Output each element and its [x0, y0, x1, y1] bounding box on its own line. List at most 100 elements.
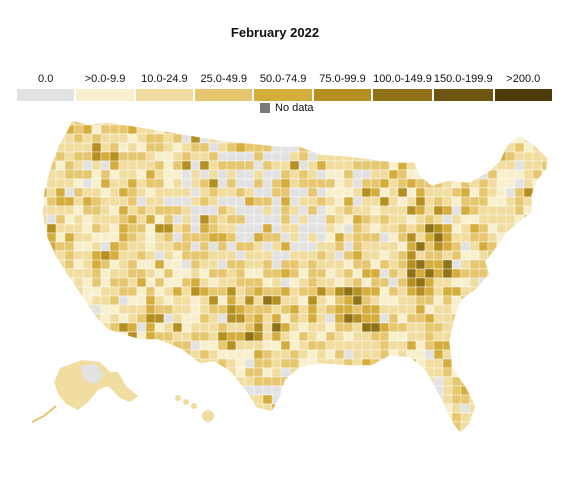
county: [523, 304, 534, 315]
county: [271, 313, 282, 324]
county: [496, 430, 507, 434]
county: [172, 120, 183, 126]
county: [424, 124, 435, 135]
county: [64, 214, 75, 225]
county: [487, 277, 507, 288]
county: [226, 205, 237, 216]
county: [424, 259, 435, 270]
county: [541, 421, 548, 432]
county: [307, 412, 318, 423]
county: [217, 349, 228, 360]
county: [551, 269, 560, 278]
county: [199, 322, 210, 333]
county: [361, 187, 372, 198]
county: [136, 286, 147, 297]
county: [361, 223, 372, 234]
county: [397, 124, 408, 135]
county: [541, 313, 548, 324]
county: [244, 205, 255, 216]
county: [415, 151, 435, 162]
county: [352, 142, 372, 153]
county: [82, 322, 102, 333]
county: [343, 286, 354, 297]
county: [271, 295, 282, 306]
county: [379, 268, 390, 279]
county: [82, 178, 93, 189]
county: [307, 268, 318, 279]
county: [478, 412, 489, 423]
county: [433, 187, 444, 198]
county: [415, 349, 426, 360]
county: [406, 412, 417, 423]
county: [514, 268, 525, 279]
county: [289, 385, 300, 396]
county: [298, 223, 309, 234]
county: [361, 120, 381, 126]
county: [235, 160, 246, 171]
county: [541, 205, 548, 216]
county: [172, 322, 183, 333]
county: [307, 349, 318, 360]
county: [487, 403, 498, 414]
county: [424, 286, 435, 297]
county: [424, 241, 435, 252]
county: [298, 295, 309, 306]
county: [172, 367, 183, 378]
county: [307, 376, 318, 387]
county: [334, 187, 345, 198]
county: [190, 178, 201, 189]
county: [451, 169, 471, 180]
county: [109, 277, 120, 288]
county: [163, 367, 174, 378]
county: [478, 124, 489, 135]
county: [136, 120, 147, 126]
county: [397, 340, 408, 351]
county: [271, 322, 282, 333]
county: [163, 349, 174, 360]
county: [397, 430, 408, 434]
county: [551, 134, 569, 143]
county: [379, 304, 390, 315]
county: [46, 259, 57, 270]
county: [388, 349, 399, 360]
county: [217, 205, 228, 216]
county: [262, 241, 273, 252]
county: [334, 421, 345, 432]
county: [298, 120, 309, 126]
county: [487, 232, 498, 243]
county: [289, 340, 300, 351]
county: [388, 295, 399, 306]
county: [334, 124, 345, 135]
county: [514, 120, 525, 126]
county: [91, 412, 102, 423]
county: [469, 349, 480, 360]
county: [136, 160, 147, 171]
county: [181, 259, 192, 270]
county: [433, 349, 444, 360]
county: [82, 241, 93, 252]
county: [379, 223, 390, 234]
county: [523, 376, 543, 387]
county: [406, 421, 417, 432]
county: [370, 403, 390, 414]
county: [253, 349, 264, 360]
county: [343, 295, 354, 306]
county: [289, 295, 300, 306]
county: [442, 214, 453, 225]
county: [235, 412, 246, 423]
county: [505, 124, 516, 135]
county: [532, 385, 548, 396]
county: [496, 187, 507, 198]
county: [136, 349, 147, 360]
county: [154, 268, 165, 279]
county: [46, 394, 57, 405]
county: [298, 394, 309, 405]
hawaii-island: [183, 399, 189, 405]
county: [379, 421, 399, 432]
county: [253, 331, 264, 342]
county: [424, 223, 435, 234]
county: [199, 205, 210, 216]
county: [496, 120, 507, 126]
county: [64, 421, 75, 432]
county: [505, 421, 525, 432]
